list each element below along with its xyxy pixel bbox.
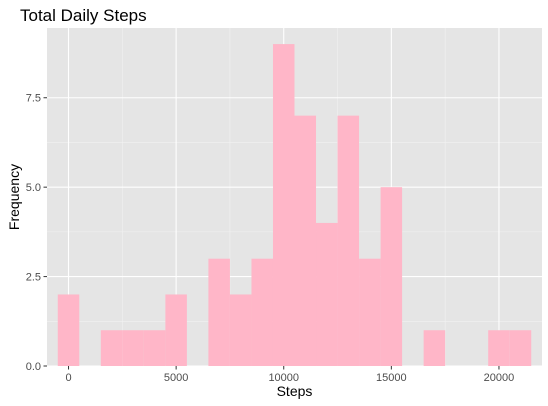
histogram-bars (57, 44, 532, 366)
y-tick-label: 7.5 (26, 93, 41, 105)
histogram-bar (359, 258, 381, 366)
histogram-bar (143, 330, 166, 366)
histogram-bar (294, 115, 317, 366)
histogram-bar (57, 294, 80, 366)
histogram-bar (509, 330, 532, 366)
x-axis-ticks: 0 5000 10000 15000 20000 (65, 366, 514, 384)
histogram-bar (380, 187, 403, 366)
x-tick-label: 20000 (484, 372, 515, 384)
histogram-bar (423, 330, 446, 366)
histogram-bar (272, 44, 295, 366)
histogram-bar (165, 294, 187, 366)
x-tick-label: 15000 (376, 372, 407, 384)
histogram-bar (100, 330, 123, 366)
x-tick-label: 10000 (268, 372, 299, 384)
histogram-bar (488, 330, 510, 366)
histogram-bar (208, 258, 230, 366)
histogram-bar (337, 115, 360, 366)
y-tick-label: 5.0 (26, 182, 41, 194)
y-axis-title: Frequency (6, 164, 22, 230)
y-tick-label: 0.0 (26, 361, 41, 373)
y-axis-ticks: 0.0 2.5 5.0 7.5 (26, 93, 47, 373)
chart-title: Total Daily Steps (20, 6, 147, 25)
histogram-bar (122, 330, 144, 366)
x-tick-label: 5000 (164, 372, 188, 384)
histogram-bar (316, 222, 338, 366)
histogram-bar (229, 294, 252, 366)
y-tick-label: 2.5 (26, 272, 41, 284)
x-tick-label: 0 (65, 372, 71, 384)
x-axis-title: Steps (277, 383, 313, 399)
histogram-bar (251, 258, 273, 366)
